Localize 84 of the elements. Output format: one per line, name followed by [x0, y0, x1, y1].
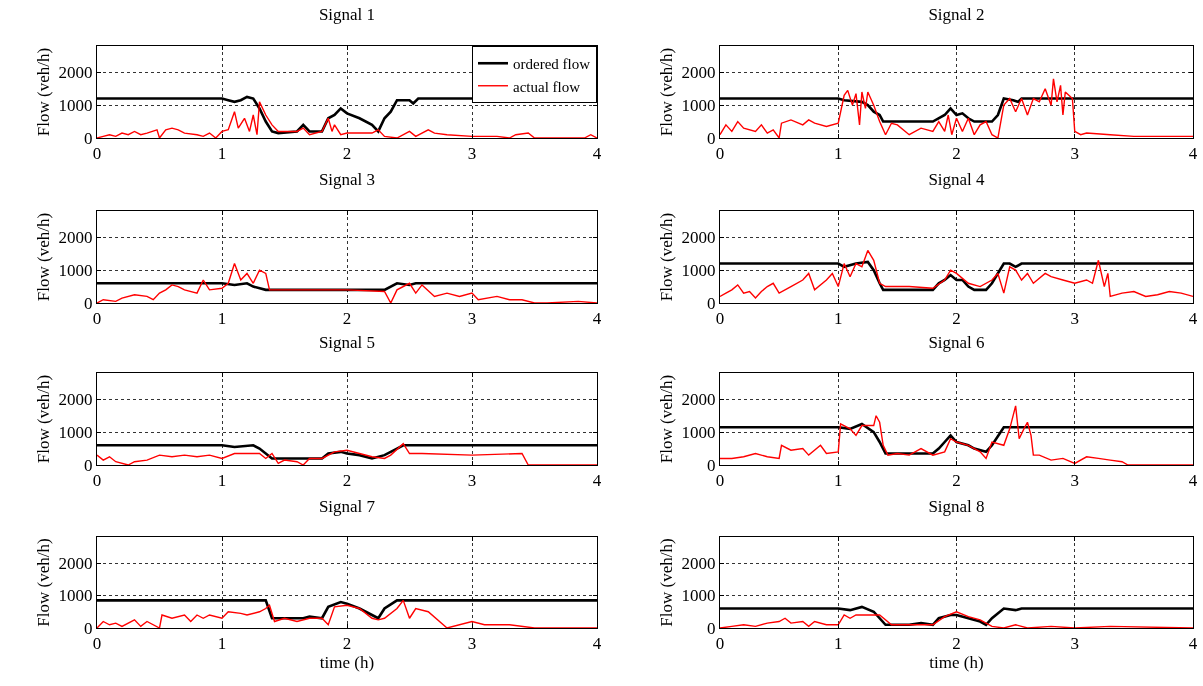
x-tick-label: 1 [834, 471, 843, 491]
x-tick-label: 4 [1188, 471, 1198, 491]
x-tick-label: 4 [592, 309, 602, 329]
chart-title: Signal 4 [928, 169, 986, 189]
legend-label: actual flow [513, 78, 581, 95]
line-series [97, 442, 597, 465]
line-series [720, 249, 1193, 299]
y-axis-title: Flow (veh/h) [657, 47, 677, 137]
y-axis-title: Flow (veh/h) [657, 212, 677, 302]
y-tick-label: 0 [707, 455, 716, 475]
y-axis-title: Flow (veh/h) [657, 374, 677, 464]
chart-title: Signal 3 [318, 169, 376, 189]
x-tick-label: 2 [342, 634, 352, 654]
x-tick-label: 4 [592, 471, 602, 491]
y-tick-label: 1000 [58, 423, 93, 443]
line-series [720, 611, 1193, 628]
x-tick-label: 1 [217, 471, 227, 491]
y-axis-title: Flow (veh/h) [34, 47, 54, 137]
y-tick-label: 0 [84, 618, 93, 638]
x-tick-label: 3 [467, 144, 477, 164]
x-tick-label: 2 [952, 634, 961, 654]
x-tick-label: 3 [467, 471, 477, 491]
y-axis-title: Flow (veh/h) [34, 538, 54, 627]
x-tick-label: 4 [1188, 309, 1198, 329]
x-tick-label: 2 [342, 471, 352, 491]
y-tick-label: 1000 [681, 261, 716, 281]
legend-label: ordered flow [513, 56, 591, 73]
y-tick-label: 0 [707, 293, 716, 313]
y-tick-label: 1000 [58, 96, 93, 116]
x-tick-label: 3 [1070, 144, 1079, 164]
x-tick-label: 2 [952, 471, 961, 491]
x-axis-title: time (h) [319, 653, 375, 673]
y-tick-label: 1000 [681, 423, 716, 443]
x-tick-label: 3 [467, 634, 477, 654]
y-tick-label: 2000 [681, 553, 716, 573]
x-tick-label: 4 [1188, 634, 1198, 654]
chart-title: Signal 2 [928, 4, 985, 24]
y-tick-label: 2000 [681, 390, 716, 410]
x-tick-label: 1 [217, 634, 227, 654]
y-tick-label: 2000 [58, 390, 93, 410]
x-tick-label: 4 [592, 144, 602, 164]
x-tick-label: 1 [834, 634, 843, 654]
y-tick-label: 2000 [681, 228, 716, 248]
x-tick-label: 3 [1070, 471, 1079, 491]
y-tick-label: 2000 [58, 553, 93, 573]
chart-title: Signal 7 [318, 496, 376, 516]
line-series [720, 405, 1193, 465]
y-tick-label: 0 [707, 618, 716, 638]
y-tick-label: 0 [84, 293, 93, 313]
y-tick-label: 0 [84, 128, 93, 148]
y-tick-label: 1000 [681, 586, 716, 606]
x-tick-label: 4 [1188, 144, 1198, 164]
y-axis-title: Flow (veh/h) [657, 538, 677, 627]
x-tick-label: 3 [1070, 634, 1079, 654]
x-tick-label: 3 [467, 309, 477, 329]
line-series [97, 101, 597, 138]
y-tick-label: 2000 [58, 228, 93, 248]
y-tick-label: 0 [707, 128, 716, 148]
x-tick-label: 2 [342, 309, 352, 329]
x-tick-label: 2 [952, 309, 961, 329]
x-tick-label: 4 [592, 634, 602, 654]
x-tick-label: 2 [342, 144, 352, 164]
chart-title: Signal 6 [928, 332, 985, 352]
chart-title: Signal 1 [318, 4, 376, 24]
line-series [720, 78, 1193, 138]
y-axis-title: Flow (veh/h) [34, 374, 54, 464]
x-tick-label: 1 [217, 309, 227, 329]
x-tick-label: 2 [952, 144, 961, 164]
chart-title: Signal 5 [318, 332, 376, 352]
y-tick-label: 1000 [681, 96, 716, 116]
y-tick-label: 1000 [58, 586, 93, 606]
x-axis-title: time (h) [929, 653, 984, 673]
line-series [97, 599, 597, 628]
x-tick-label: 1 [834, 144, 843, 164]
y-axis-title: Flow (veh/h) [34, 212, 54, 302]
x-tick-label: 1 [834, 309, 843, 329]
chart-title: Signal 8 [928, 496, 985, 516]
line-series [97, 262, 597, 303]
y-tick-label: 1000 [58, 261, 93, 281]
y-tick-label: 2000 [681, 63, 716, 83]
y-tick-label: 2000 [58, 63, 93, 83]
y-tick-label: 0 [84, 455, 93, 475]
x-tick-label: 3 [1070, 309, 1079, 329]
x-tick-label: 1 [217, 144, 227, 164]
